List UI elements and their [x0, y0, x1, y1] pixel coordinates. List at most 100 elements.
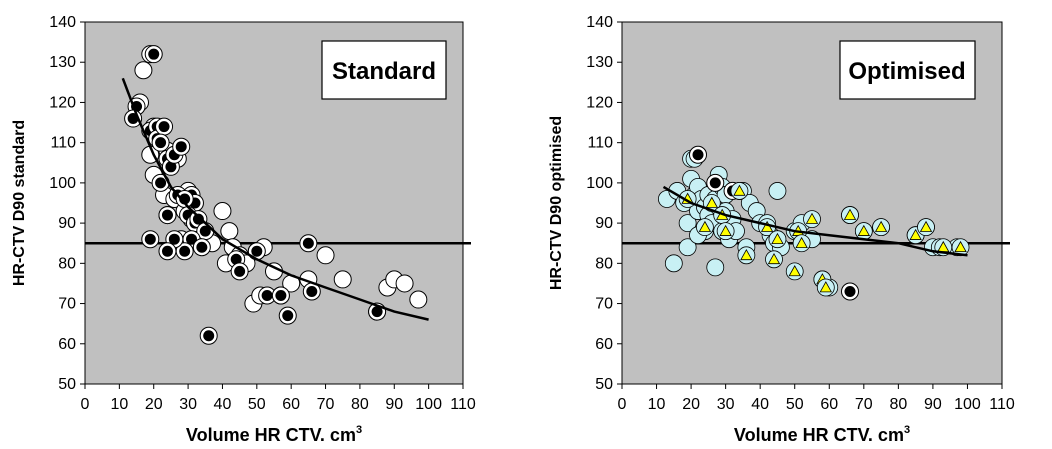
y-tick-label: 120: [586, 94, 613, 111]
data-point-open: [333, 270, 352, 289]
x-tick-label: 100: [954, 396, 981, 413]
data-point-filled: [275, 290, 287, 302]
data-point-triangle: [788, 265, 801, 277]
y-tick-label: 120: [49, 94, 76, 111]
data-point-filled: [709, 177, 721, 189]
data-point-filled: [168, 233, 180, 245]
x-tick-label: 30: [717, 396, 735, 413]
data-point-filled: [199, 225, 211, 237]
data-point-filled: [192, 213, 204, 225]
data-point-triangle: [698, 220, 712, 232]
data-point-filled: [155, 137, 167, 149]
data-point-filled: [203, 330, 215, 342]
y-axis-label: HR-CTV D90 optimised: [548, 116, 565, 290]
data-point-filled: [175, 141, 187, 153]
data-point-filled: [371, 306, 383, 318]
data-point-open: [395, 274, 414, 293]
x-tick-label: 80: [889, 396, 907, 413]
data-point-filled: [692, 149, 704, 161]
data-point-triangle: [705, 196, 718, 208]
x-tick-label: 50: [786, 396, 804, 413]
x-tick-label: 50: [248, 396, 266, 413]
x-tick-label: 80: [351, 396, 369, 413]
y-tick-label: 70: [595, 296, 613, 313]
data-point-triangle: [909, 228, 922, 240]
y-tick-label: 140: [49, 14, 76, 31]
data-point-light: [664, 254, 683, 273]
data-point-filled: [161, 245, 173, 257]
x-tick-label: 110: [450, 396, 476, 413]
data-point-triangle: [740, 248, 753, 261]
x-tick-label: 0: [81, 396, 90, 413]
data-point-open: [220, 222, 239, 241]
data-point-filled: [148, 48, 160, 60]
x-tick-label: 110: [989, 396, 1015, 413]
y-tick-label: 100: [49, 175, 76, 192]
data-point-filled: [196, 241, 208, 253]
x-tick-labels: 0 10 20 30 40 50 60 70 80 90 100 110: [618, 384, 1015, 413]
x-tick-label: 60: [282, 396, 300, 413]
fit-curve: [121, 77, 429, 321]
x-tick-label: 30: [179, 396, 197, 413]
data-point-light: [678, 214, 697, 233]
data-point-filled: [161, 209, 173, 221]
y-tick-label: 90: [595, 215, 613, 232]
data-point-light: [678, 238, 697, 257]
data-point-open: [213, 202, 232, 221]
chart-label: Optimised: [848, 58, 965, 85]
x-tick-label: 40: [214, 396, 232, 413]
data-point-filled: [844, 285, 856, 297]
data-point-filled: [302, 237, 314, 249]
y-tick-label: 50: [595, 376, 613, 393]
data-point-triangle: [719, 224, 732, 236]
data-point-triangle: [819, 281, 832, 293]
fit-curve-line: [662, 185, 968, 257]
x-tick-label: 10: [648, 396, 666, 413]
chart-label: Standard: [332, 58, 436, 85]
x-tick-labels: 0 10 20 30 40 50 60 70 80 90 100 110: [81, 384, 476, 413]
data-point-filled: [179, 245, 191, 257]
data-point-open: [134, 61, 153, 80]
x-tick-label: 0: [618, 396, 627, 413]
data-point-filled: [155, 177, 167, 189]
data-point-triangle: [843, 208, 857, 220]
data-point-triangle: [857, 224, 870, 236]
legend-box: Standard: [321, 40, 447, 100]
data-point-filled: [144, 233, 156, 245]
y-tick-label: 100: [586, 175, 613, 192]
x-tick-label: 20: [145, 396, 163, 413]
y-axis-label: HR-CTV D90 standard: [11, 120, 28, 286]
data-point-filled: [282, 310, 294, 322]
y-tick-label: 130: [49, 54, 76, 71]
y-tick-label: 110: [587, 135, 613, 152]
data-point-triangle: [954, 240, 967, 253]
data-point-filled: [251, 245, 263, 257]
y-tick-label: 60: [58, 336, 76, 353]
fit-curve-line: [121, 77, 429, 321]
y-tick-label: 140: [586, 14, 613, 31]
y-tick-label: 50: [58, 376, 76, 393]
y-tick-label: 60: [595, 336, 613, 353]
data-point-filled: [261, 290, 273, 302]
y-tick-labels: 50 60 70 80 90 100 110 120 130 140: [49, 14, 85, 393]
x-tick-label: 20: [682, 396, 700, 413]
data-points: [124, 45, 428, 345]
x-tick-label: 40: [751, 396, 769, 413]
y-tick-label: 130: [586, 54, 613, 71]
data-point-filled: [230, 253, 242, 265]
y-tick-label: 80: [595, 255, 613, 272]
y-tick-label: 70: [58, 296, 76, 313]
y-tick-label: 110: [50, 135, 76, 152]
data-point-triangle: [805, 212, 819, 224]
data-point-triangle: [771, 232, 784, 245]
y-tick-label: 90: [58, 215, 76, 232]
x-tick-label: 90: [385, 396, 403, 413]
data-point-filled: [179, 193, 191, 205]
y-tick-label: 80: [58, 255, 76, 272]
data-point-filled: [234, 265, 246, 277]
data-point-triangle: [919, 220, 933, 232]
fit-curve: [662, 185, 968, 257]
x-tick-label: 90: [924, 396, 942, 413]
data-point-triangle: [733, 184, 746, 196]
